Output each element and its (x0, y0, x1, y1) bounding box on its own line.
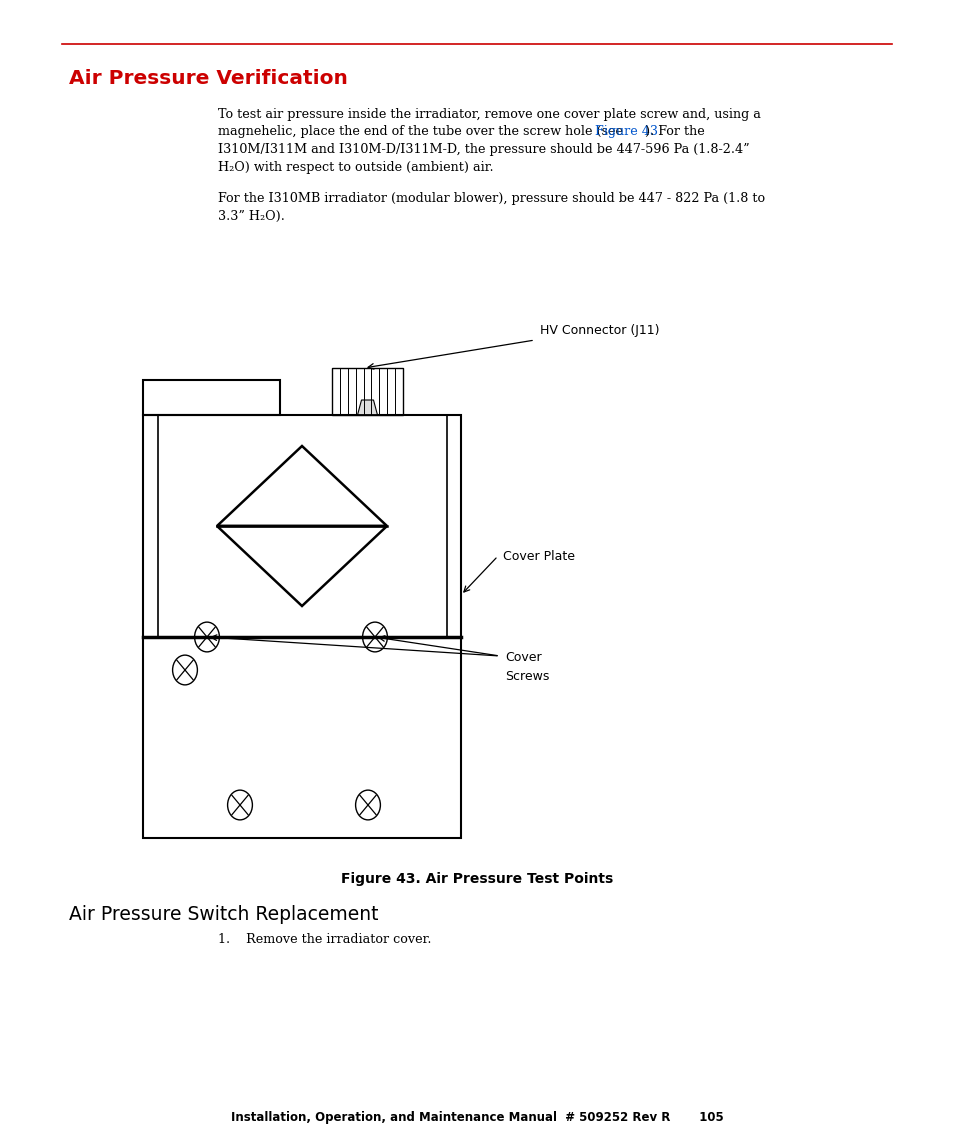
Polygon shape (357, 400, 377, 414)
Text: Screws: Screws (504, 670, 549, 682)
Text: To test air pressure inside the irradiator, remove one cover plate screw and, us: To test air pressure inside the irradiat… (217, 108, 760, 120)
Text: Figure 43. Air Pressure Test Points: Figure 43. Air Pressure Test Points (340, 872, 613, 886)
Bar (143, 414, 460, 838)
Text: Air Pressure Switch Replacement: Air Pressure Switch Replacement (69, 905, 377, 924)
Bar (158, 414, 447, 637)
Text: For the I310MB irradiator (modular blower), pressure should be 447 - 822 Pa (1.8: For the I310MB irradiator (modular blowe… (217, 192, 764, 205)
Text: Air Pressure Verification: Air Pressure Verification (69, 69, 347, 88)
Text: HV Connector (J11): HV Connector (J11) (539, 324, 659, 337)
Text: magnehelic, place the end of the tube over the screw hole (see: magnehelic, place the end of the tube ov… (217, 125, 626, 139)
Text: 1.    Remove the irradiator cover.: 1. Remove the irradiator cover. (217, 933, 431, 946)
Text: Installation, Operation, and Maintenance Manual  # 509252 Rev R       105: Installation, Operation, and Maintenance… (231, 1112, 722, 1124)
Bar (332, 368, 402, 414)
Bar (143, 380, 280, 414)
Text: H₂O) with respect to outside (ambient) air.: H₂O) with respect to outside (ambient) a… (217, 160, 493, 174)
Text: Cover Plate: Cover Plate (502, 550, 574, 562)
Text: ). For the: ). For the (644, 125, 704, 139)
Text: Cover: Cover (504, 652, 541, 664)
Text: I310M/I311M and I310M-D/I311M-D, the pressure should be 447-596 Pa (1.8-2.4”: I310M/I311M and I310M-D/I311M-D, the pre… (217, 143, 748, 156)
Text: Figure 43: Figure 43 (595, 125, 658, 139)
Text: 3.3” H₂O).: 3.3” H₂O). (217, 210, 284, 223)
